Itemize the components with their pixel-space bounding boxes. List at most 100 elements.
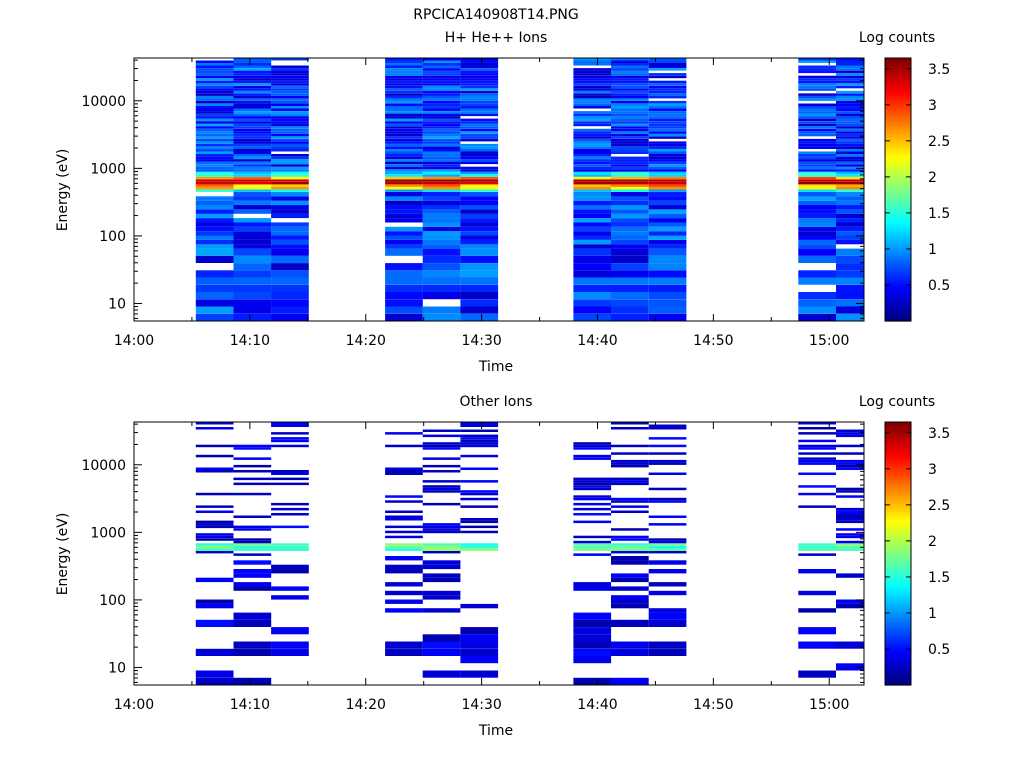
heatmap-cell bbox=[233, 88, 272, 91]
heatmap-cell bbox=[836, 108, 864, 111]
heatmap-cell bbox=[271, 83, 309, 86]
x-tick-label: 14:10 bbox=[230, 333, 270, 349]
heatmap-cell bbox=[611, 480, 649, 483]
heatmap-cell bbox=[460, 518, 499, 521]
heatmap-cell bbox=[573, 497, 612, 501]
heatmap-cell bbox=[611, 164, 649, 167]
colorbar-segment bbox=[885, 302, 911, 306]
heatmap-cell bbox=[573, 656, 612, 664]
heatmap-cell bbox=[195, 248, 234, 256]
heatmap-cell bbox=[798, 88, 836, 91]
heatmap-cell bbox=[836, 490, 864, 493]
heatmap-cell bbox=[195, 313, 234, 321]
heatmap-cell bbox=[836, 663, 864, 671]
heatmap-cell bbox=[422, 277, 461, 285]
heatmap-cell bbox=[648, 179, 687, 182]
heatmap-cell bbox=[460, 192, 499, 197]
colorbar-segment bbox=[885, 511, 911, 515]
heatmap-cell bbox=[798, 166, 836, 170]
heatmap-cell bbox=[385, 88, 423, 91]
heatmap-cell bbox=[233, 80, 272, 84]
heatmap-cell bbox=[385, 116, 423, 119]
heatmap-cell bbox=[798, 270, 836, 278]
colorbar-segment bbox=[885, 585, 911, 589]
heatmap-cell bbox=[611, 126, 649, 129]
heatmap-cell bbox=[648, 222, 687, 227]
heatmap-cell bbox=[422, 634, 461, 642]
heatmap-cell bbox=[460, 63, 499, 66]
heatmap-cell bbox=[460, 480, 499, 483]
colorbar-segment bbox=[885, 550, 911, 555]
colorbar-segment bbox=[885, 582, 911, 586]
heatmap-cell bbox=[422, 116, 461, 119]
heatmap-cell bbox=[195, 133, 234, 137]
colorbar-segment bbox=[885, 221, 911, 225]
heatmap-cell bbox=[271, 525, 309, 529]
heatmap-cell bbox=[573, 213, 612, 219]
heatmap-cell bbox=[573, 487, 612, 491]
heatmap-cell bbox=[460, 422, 499, 425]
heatmap-cell bbox=[195, 156, 234, 160]
heatmap-cell bbox=[798, 161, 836, 165]
colorbar-segment bbox=[885, 205, 911, 209]
heatmap-cell bbox=[460, 149, 499, 152]
colorbar-segment bbox=[885, 624, 911, 628]
heatmap-cell bbox=[385, 75, 423, 79]
heatmap-cell bbox=[836, 149, 864, 152]
colorbar-segment bbox=[885, 160, 911, 164]
heatmap-cell bbox=[573, 113, 612, 117]
heatmap-cell bbox=[271, 70, 309, 74]
heatmap-cell bbox=[648, 548, 687, 551]
heatmap-cell bbox=[460, 670, 499, 678]
heatmap-cell bbox=[611, 141, 649, 144]
heatmap-cell bbox=[836, 452, 864, 455]
heatmap-cell bbox=[422, 128, 461, 132]
heatmap-cell bbox=[648, 550, 687, 554]
heatmap-cell bbox=[385, 118, 423, 122]
heatmap-cell bbox=[195, 70, 234, 74]
heatmap-cell bbox=[385, 138, 423, 142]
heatmap-cell bbox=[422, 226, 461, 232]
heatmap-cell bbox=[611, 603, 649, 609]
x-tick-label: 14:20 bbox=[346, 697, 386, 713]
heatmap-cell bbox=[422, 464, 461, 468]
heatmap-cell bbox=[460, 235, 499, 240]
heatmap-cell bbox=[233, 186, 272, 190]
heatmap-cell bbox=[573, 133, 612, 137]
colorbar-segment bbox=[885, 508, 911, 513]
heatmap-cell bbox=[611, 83, 649, 86]
colorbar-segment bbox=[885, 487, 911, 491]
colorbar-frame bbox=[884, 57, 912, 322]
x-tick-label: 15:00 bbox=[809, 697, 849, 713]
heatmap-cell bbox=[836, 548, 864, 551]
colorbar-segment bbox=[885, 642, 911, 647]
heatmap-cell bbox=[611, 284, 649, 292]
heatmap-cell bbox=[648, 143, 687, 147]
heatmap-cell bbox=[271, 121, 309, 124]
heatmap-cell bbox=[233, 482, 272, 486]
heatmap-cell bbox=[798, 231, 836, 236]
heatmap-cell bbox=[836, 510, 864, 513]
colorbar-segment bbox=[885, 482, 911, 486]
heatmap-cell bbox=[422, 121, 461, 124]
heatmap-cell bbox=[611, 545, 649, 549]
heatmap-cell bbox=[611, 528, 649, 531]
heatmap-cell bbox=[460, 231, 499, 236]
heatmap-cell bbox=[195, 292, 234, 300]
heatmap-cell bbox=[648, 116, 687, 119]
heatmap-cell bbox=[648, 118, 687, 122]
heatmap-cell bbox=[385, 143, 423, 147]
heatmap-cell bbox=[385, 136, 423, 139]
heatmap-cell bbox=[271, 106, 309, 109]
heatmap-cell bbox=[573, 513, 612, 516]
heatmap-cell bbox=[611, 68, 649, 71]
page-title: RPCICA140908T14.PNG bbox=[413, 7, 578, 23]
heatmap-cell bbox=[798, 151, 836, 154]
heatmap-cell bbox=[648, 181, 687, 185]
heatmap-cell bbox=[422, 65, 461, 68]
colorbar-segment bbox=[885, 184, 911, 188]
colorbar-segment bbox=[885, 213, 911, 217]
colorbar-segment bbox=[885, 257, 911, 262]
heatmap-cell bbox=[573, 164, 612, 167]
heatmap-cell bbox=[271, 186, 309, 190]
